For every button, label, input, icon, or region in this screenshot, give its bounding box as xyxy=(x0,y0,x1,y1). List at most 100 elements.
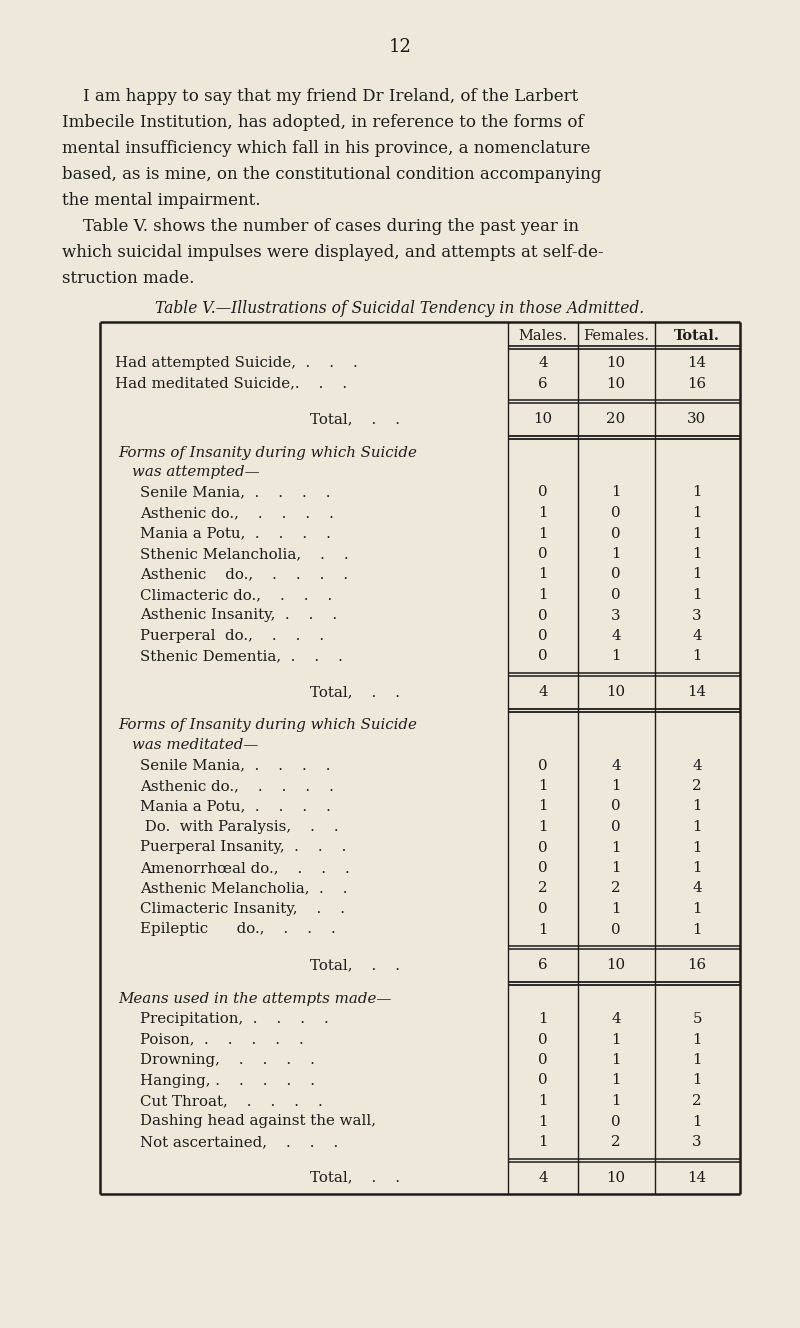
Text: 1: 1 xyxy=(692,526,702,540)
Text: Imbecile Institution, has adopted, in reference to the forms of: Imbecile Institution, has adopted, in re… xyxy=(62,114,584,131)
Text: Puerperal  do.,    .    .    .: Puerperal do., . . . xyxy=(140,629,324,643)
Text: 1: 1 xyxy=(538,819,548,834)
Text: 0: 0 xyxy=(611,588,621,602)
Text: 1: 1 xyxy=(692,819,702,834)
Text: 1: 1 xyxy=(692,861,702,875)
Text: Total,    .    .: Total, . . xyxy=(310,957,400,972)
Text: 1: 1 xyxy=(538,506,548,521)
Text: Cut Throat,    .    .    .    .: Cut Throat, . . . . xyxy=(140,1094,322,1108)
Text: Senile Mania,  .    .    .    .: Senile Mania, . . . . xyxy=(140,758,330,773)
Text: Drowning,    .    .    .    .: Drowning, . . . . xyxy=(140,1053,315,1066)
Text: Table V. shows the number of cases during the past year in: Table V. shows the number of cases durin… xyxy=(62,218,579,235)
Text: 1: 1 xyxy=(692,547,702,560)
Text: 4: 4 xyxy=(692,758,702,773)
Text: 0: 0 xyxy=(611,819,621,834)
Text: 4: 4 xyxy=(611,1012,621,1027)
Text: 16: 16 xyxy=(687,957,706,972)
Text: 6: 6 xyxy=(538,377,548,390)
Text: 12: 12 xyxy=(389,39,411,56)
Text: the mental impairment.: the mental impairment. xyxy=(62,193,261,208)
Text: 1: 1 xyxy=(538,1114,548,1129)
Text: 1: 1 xyxy=(692,486,702,499)
Text: 30: 30 xyxy=(687,412,706,426)
Text: 0: 0 xyxy=(538,1053,548,1066)
Text: 1: 1 xyxy=(692,1073,702,1088)
Text: 10: 10 xyxy=(606,377,626,390)
Text: Total,    .    .: Total, . . xyxy=(310,1170,400,1185)
Text: 1: 1 xyxy=(611,649,621,664)
Text: 1: 1 xyxy=(538,780,548,793)
Text: 2: 2 xyxy=(692,780,702,793)
Text: 0: 0 xyxy=(611,526,621,540)
Text: Females.: Females. xyxy=(583,329,649,343)
Text: Hanging, .    .    .    .    .: Hanging, . . . . . xyxy=(140,1073,315,1088)
Text: struction made.: struction made. xyxy=(62,270,194,287)
Text: 14: 14 xyxy=(687,685,706,699)
Text: 1: 1 xyxy=(538,567,548,582)
Text: 0: 0 xyxy=(611,799,621,814)
Text: 0: 0 xyxy=(538,486,548,499)
Text: 1: 1 xyxy=(538,1135,548,1149)
Text: 1: 1 xyxy=(611,1094,621,1108)
Text: 0: 0 xyxy=(538,547,548,560)
Text: Had meditated Suicide,.    .    .: Had meditated Suicide,. . . xyxy=(115,377,347,390)
Text: Do.  with Paralysis,    .    .: Do. with Paralysis, . . xyxy=(140,819,338,834)
Text: 2: 2 xyxy=(611,882,621,895)
Text: Sthenic Dementia,  .    .    .: Sthenic Dementia, . . . xyxy=(140,649,343,664)
Text: 1: 1 xyxy=(692,902,702,916)
Text: 2: 2 xyxy=(692,1094,702,1108)
Text: Asthenic Insanity,  .    .    .: Asthenic Insanity, . . . xyxy=(140,608,337,623)
Text: based, as is mine, on the constitutional condition accompanying: based, as is mine, on the constitutional… xyxy=(62,166,602,183)
Text: 0: 0 xyxy=(538,608,548,623)
Text: Asthenic Melancholia,  .    .: Asthenic Melancholia, . . xyxy=(140,882,347,895)
Text: 1: 1 xyxy=(538,588,548,602)
Text: Asthenic do.,    .    .    .    .: Asthenic do., . . . . xyxy=(140,506,334,521)
Text: 20: 20 xyxy=(606,412,626,426)
Text: Mania a Potu,  .    .    .    .: Mania a Potu, . . . . xyxy=(140,526,331,540)
Text: Amenorrhœal do.,    .    .    .: Amenorrhœal do., . . . xyxy=(140,861,350,875)
Text: 1: 1 xyxy=(692,588,702,602)
Text: Mania a Potu,  .    .    .    .: Mania a Potu, . . . . xyxy=(140,799,331,814)
Text: Climacteric do.,    .    .    .: Climacteric do., . . . xyxy=(140,588,332,602)
Text: 0: 0 xyxy=(538,649,548,664)
Text: 1: 1 xyxy=(611,780,621,793)
Text: 4: 4 xyxy=(538,1170,548,1185)
Text: 1: 1 xyxy=(692,506,702,521)
Text: Total,    .    .: Total, . . xyxy=(310,685,400,699)
Text: 1: 1 xyxy=(692,923,702,936)
Text: 1: 1 xyxy=(538,1094,548,1108)
Text: 2: 2 xyxy=(538,882,548,895)
Text: 10: 10 xyxy=(606,957,626,972)
Text: 0: 0 xyxy=(538,758,548,773)
Text: 3: 3 xyxy=(692,1135,702,1149)
Text: Poison,  .    .    .    .    .: Poison, . . . . . xyxy=(140,1032,304,1046)
Text: 16: 16 xyxy=(687,377,706,390)
Text: 1: 1 xyxy=(692,649,702,664)
Text: 4: 4 xyxy=(692,629,702,643)
Text: 10: 10 xyxy=(606,685,626,699)
Text: 1: 1 xyxy=(611,1032,621,1046)
Text: 1: 1 xyxy=(611,902,621,916)
Text: 10: 10 xyxy=(606,356,626,371)
Text: 1: 1 xyxy=(538,799,548,814)
Text: Total,    .    .: Total, . . xyxy=(310,412,400,426)
Text: 0: 0 xyxy=(538,1032,548,1046)
Text: 1: 1 xyxy=(611,1053,621,1066)
Text: I am happy to say that my friend Dr Ireland, of the Larbert: I am happy to say that my friend Dr Irel… xyxy=(62,88,578,105)
Text: 4: 4 xyxy=(692,882,702,895)
Text: 4: 4 xyxy=(538,685,548,699)
Text: 6: 6 xyxy=(538,957,548,972)
Text: Not ascertained,    .    .    .: Not ascertained, . . . xyxy=(140,1135,338,1149)
Text: 0: 0 xyxy=(538,841,548,854)
Text: 0: 0 xyxy=(538,1073,548,1088)
Text: 0: 0 xyxy=(538,902,548,916)
Text: 4: 4 xyxy=(611,758,621,773)
Text: 10: 10 xyxy=(534,412,553,426)
Text: 4: 4 xyxy=(538,356,548,371)
Text: Climacteric Insanity,    .    .: Climacteric Insanity, . . xyxy=(140,902,345,916)
Text: 0: 0 xyxy=(611,923,621,936)
Text: Precipitation,  .    .    .    .: Precipitation, . . . . xyxy=(140,1012,329,1027)
Text: which suicidal impulses were displayed, and attempts at self-de-: which suicidal impulses were displayed, … xyxy=(62,244,604,262)
Text: 1: 1 xyxy=(692,1032,702,1046)
Text: Senile Mania,  .    .    .    .: Senile Mania, . . . . xyxy=(140,486,330,499)
